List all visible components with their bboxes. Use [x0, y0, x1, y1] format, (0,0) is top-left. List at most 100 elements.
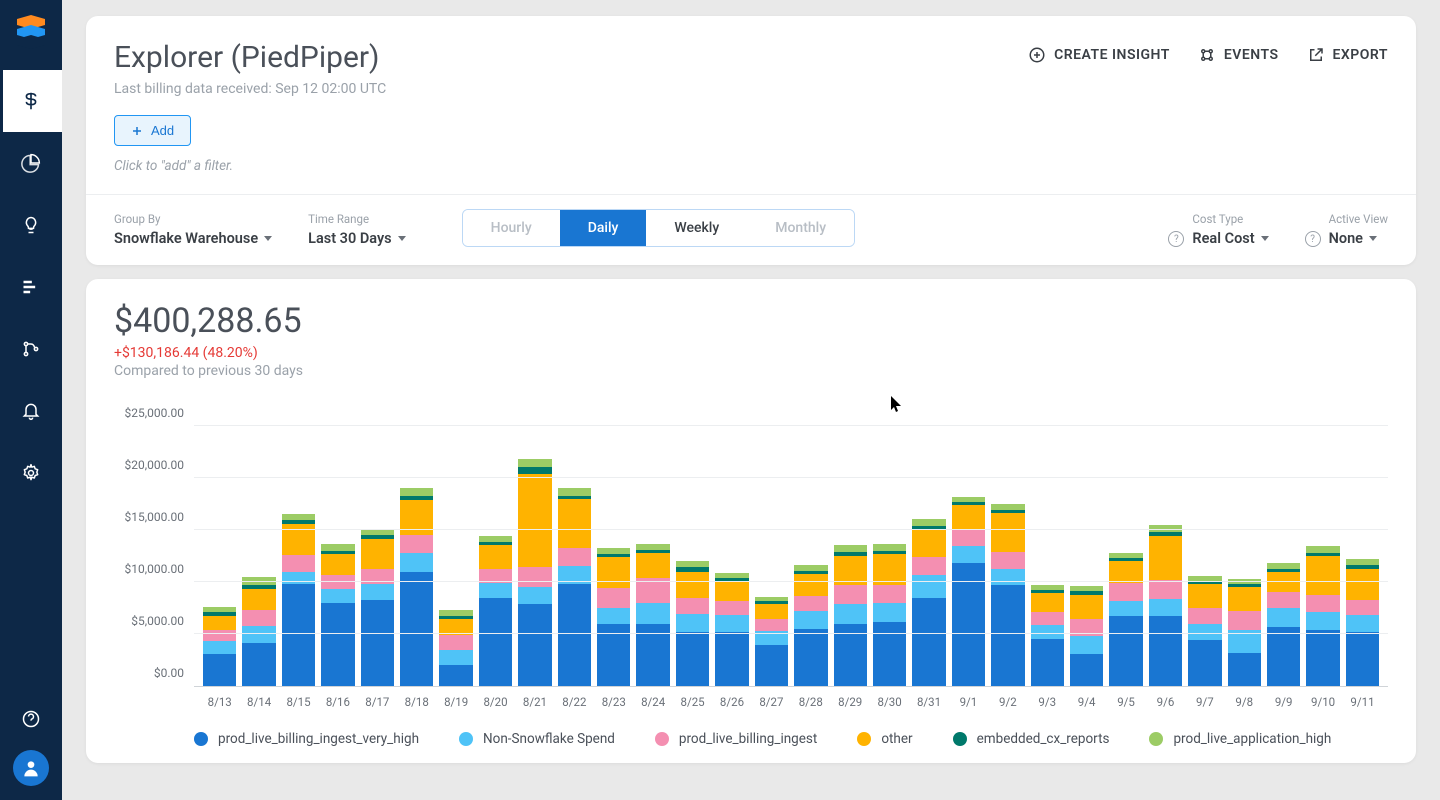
bar-9/6[interactable]	[1149, 525, 1182, 686]
bar-segment	[676, 632, 709, 686]
bar-segment	[361, 584, 394, 600]
bar-segment	[361, 600, 394, 686]
bar-segment	[1070, 595, 1103, 620]
y-tick: $0.00	[154, 666, 184, 680]
bar-segment	[1149, 536, 1182, 580]
bar-9/3[interactable]	[1031, 585, 1064, 686]
chart-card: $400,288.65 +$130,186.44 (48.20%) Compar…	[86, 279, 1416, 763]
bar-segment	[1228, 611, 1261, 630]
help-icon[interactable]: ?	[1305, 231, 1321, 247]
cost-type-select[interactable]: Real Cost	[1192, 230, 1268, 247]
bar-segment	[1070, 654, 1103, 686]
bar-segment	[676, 614, 709, 632]
bar-8/20[interactable]	[479, 536, 512, 686]
bar-segment	[676, 572, 709, 598]
y-tick: $5,000.00	[131, 614, 184, 628]
bar-segment	[755, 604, 788, 620]
bar-8/17[interactable]	[361, 529, 394, 686]
bar-segment	[912, 557, 945, 575]
granularity-weekly[interactable]: Weekly	[646, 210, 747, 246]
sidebar-item-settings[interactable]	[0, 442, 62, 504]
bar-8/25[interactable]	[676, 561, 709, 686]
sidebar-item-cost[interactable]	[0, 70, 62, 132]
bar-segment	[558, 548, 591, 567]
bar-8/26[interactable]	[715, 573, 748, 686]
sidebar-item-help[interactable]	[0, 688, 62, 750]
sidebar-item-branches[interactable]	[0, 318, 62, 380]
add-filter-button[interactable]: Add	[114, 115, 191, 146]
bar-8/14[interactable]	[242, 577, 275, 686]
help-icon[interactable]: ?	[1168, 231, 1184, 247]
granularity-daily[interactable]: Daily	[560, 210, 647, 246]
bar-8/24[interactable]	[636, 544, 669, 686]
y-axis: $0.00$5,000.00$10,000.00$15,000.00$20,00…	[114, 427, 194, 687]
sidebar-item-pie[interactable]	[0, 132, 62, 194]
bar-segment	[991, 569, 1024, 586]
bar-8/16[interactable]	[321, 544, 354, 686]
add-filter-hint: Click to "add" a filter.	[114, 158, 1388, 174]
bar-segment	[912, 575, 945, 598]
time-range-select[interactable]: Last 30 Days	[308, 230, 406, 247]
bar-9/10[interactable]	[1306, 546, 1339, 686]
x-label: 8/30	[873, 695, 906, 709]
bar-8/21[interactable]	[518, 459, 551, 686]
bar-segment	[242, 643, 275, 686]
legend-item[interactable]: Non-Snowflake Spend	[459, 731, 615, 747]
bar-9/7[interactable]	[1188, 576, 1221, 686]
bars-icon	[21, 277, 41, 297]
bar-segment	[321, 589, 354, 603]
user-icon	[21, 758, 41, 778]
bar-segment	[834, 585, 867, 604]
bar-8/15[interactable]	[282, 514, 315, 686]
bar-segment	[558, 584, 591, 686]
bar-8/28[interactable]	[794, 565, 827, 686]
bar-9/4[interactable]	[1070, 586, 1103, 686]
legend-item[interactable]: prod_live_application_high	[1149, 731, 1331, 747]
bar-8/29[interactable]	[834, 545, 867, 686]
legend-item[interactable]: prod_live_billing_ingest	[655, 731, 817, 747]
bar-8/31[interactable]	[912, 519, 945, 686]
legend-swatch	[953, 732, 967, 746]
x-label: 8/22	[558, 695, 591, 709]
bar-segment	[1188, 584, 1221, 608]
bar-8/18[interactable]	[400, 488, 433, 686]
bar-segment	[1306, 612, 1339, 630]
events-button[interactable]: EVENTS	[1198, 46, 1279, 64]
legend-item[interactable]: other	[857, 731, 912, 747]
group-by-select[interactable]: Snowflake Warehouse	[114, 230, 272, 247]
gear-icon	[21, 463, 41, 483]
bar-8/27[interactable]	[755, 597, 788, 686]
legend-item[interactable]: embedded_cx_reports	[953, 731, 1110, 747]
bar-8/23[interactable]	[597, 548, 630, 686]
controls-bar: Group By Snowflake Warehouse Time Range …	[86, 194, 1416, 265]
legend-swatch	[459, 732, 473, 746]
add-filter-label: Add	[151, 123, 174, 138]
sidebar-item-insights[interactable]	[0, 194, 62, 256]
y-tick: $20,000.00	[125, 458, 184, 472]
bar-8/30[interactable]	[873, 544, 906, 686]
bar-segment	[912, 529, 945, 557]
bar-segment	[952, 546, 985, 564]
legend-item[interactable]: prod_live_billing_ingest_very_high	[194, 731, 419, 747]
x-label: 9/9	[1267, 695, 1300, 709]
bar-segment	[715, 615, 748, 632]
bar-9/1[interactable]	[952, 497, 985, 686]
bar-9/2[interactable]	[991, 504, 1024, 686]
bar-8/22[interactable]	[558, 488, 591, 686]
export-button[interactable]: EXPORT	[1307, 46, 1388, 64]
create-insight-button[interactable]: CREATE INSIGHT	[1028, 46, 1170, 64]
x-label: 8/21	[518, 695, 551, 709]
bar-segment	[400, 488, 433, 495]
sidebar-item-alerts[interactable]	[0, 380, 62, 442]
bar-segment	[321, 544, 354, 551]
time-range-label: Time Range	[308, 212, 406, 226]
active-view-select[interactable]: None	[1329, 230, 1388, 247]
user-avatar[interactable]	[13, 750, 49, 786]
sidebar-item-reports[interactable]	[0, 256, 62, 318]
bar-9/5[interactable]	[1109, 553, 1142, 686]
bar-8/19[interactable]	[439, 610, 472, 686]
bar-9/11[interactable]	[1346, 559, 1379, 686]
export-icon	[1307, 46, 1325, 64]
bar-8/13[interactable]	[203, 607, 236, 686]
bar-segment	[203, 641, 236, 653]
